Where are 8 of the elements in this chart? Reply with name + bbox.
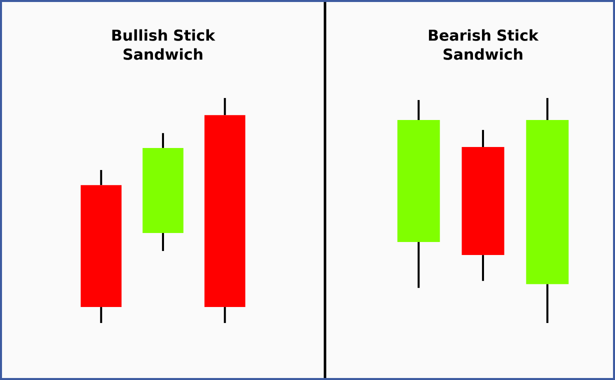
candlestick	[204, 96, 246, 324]
candlestick	[142, 132, 184, 252]
candlestick	[397, 99, 440, 289]
candlestick	[80, 169, 122, 324]
candlestick	[526, 96, 569, 324]
candlestick	[462, 128, 504, 282]
chart-title: Bullish Stick Sandwich	[112, 29, 216, 60]
chart-title: Bearish Stick Sandwich	[428, 29, 539, 60]
